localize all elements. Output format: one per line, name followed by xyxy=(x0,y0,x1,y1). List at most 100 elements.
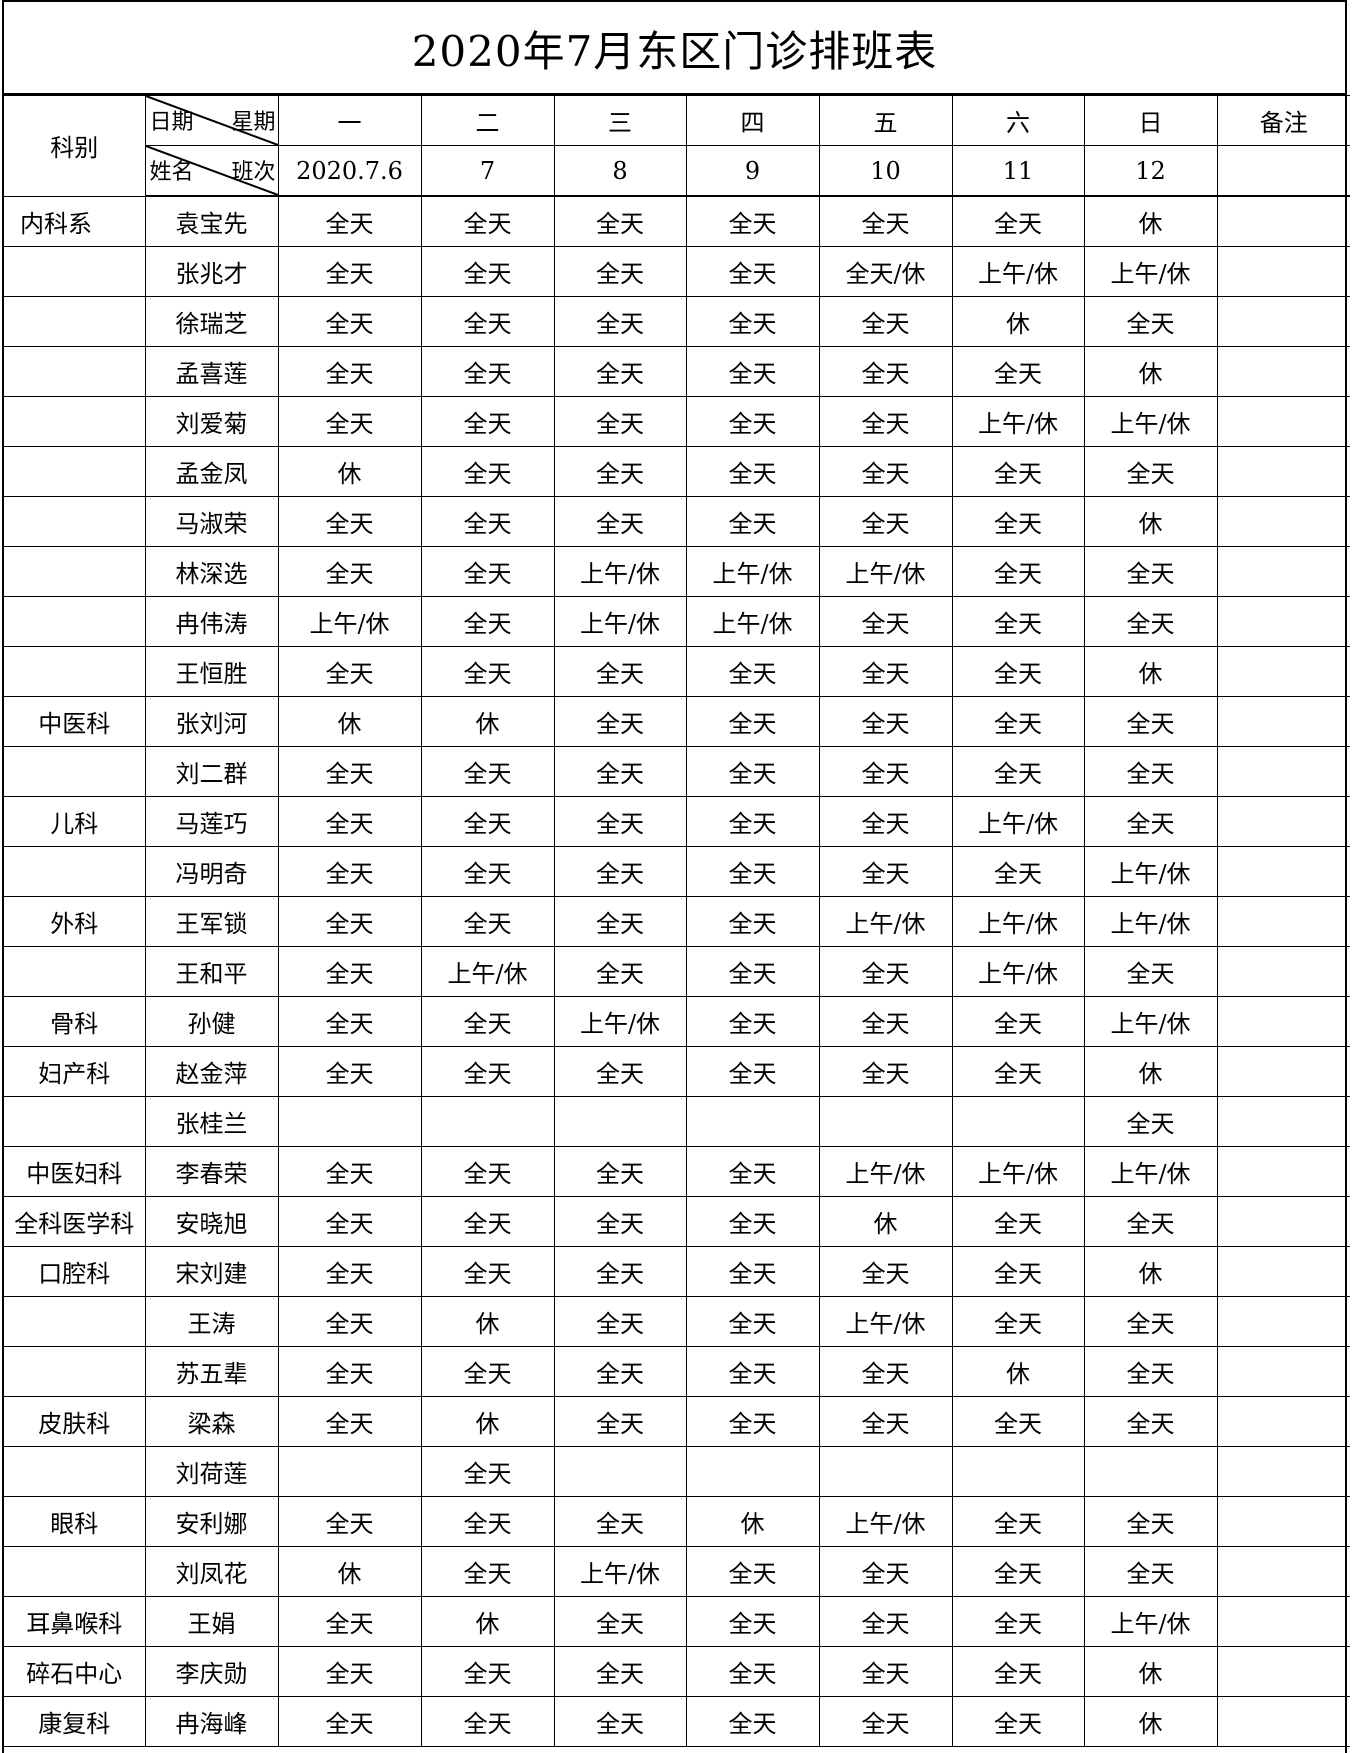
shift-cell: 全天 xyxy=(685,946,820,997)
shift-cell xyxy=(420,1096,555,1147)
weekday-cell: 四 xyxy=(685,95,820,146)
shift-cell xyxy=(685,1096,820,1147)
shift-cell: 全天 xyxy=(277,1596,422,1647)
shift-cell: 全天 xyxy=(818,746,953,797)
shift-cell: 全天 xyxy=(553,396,687,447)
shift-cell: 全天 xyxy=(1083,596,1218,647)
shift-cell: 全天 xyxy=(420,1546,555,1597)
shift-cell: 全天 xyxy=(553,246,687,297)
name-cell: 张刘河 xyxy=(144,696,279,747)
shift-cell xyxy=(553,1096,687,1147)
shift-cell: 全天 xyxy=(420,796,555,847)
shift-cell: 全天 xyxy=(951,546,1085,597)
name-cell: 孟喜莲 xyxy=(144,346,279,397)
shift-cell: 全天 xyxy=(685,1046,820,1097)
dept-cell: 外科 xyxy=(4,896,146,947)
shift-cell: 全天/休 xyxy=(818,246,953,297)
weekday-cell: 日 xyxy=(1083,95,1218,146)
dept-cell xyxy=(4,1096,146,1147)
shift-cell: 全天 xyxy=(685,996,820,1047)
remarks-cell xyxy=(1216,1146,1350,1197)
shift-cell: 全天 xyxy=(420,1696,555,1747)
shift-cell: 全天 xyxy=(685,1246,820,1297)
shift-cell: 全天 xyxy=(951,846,1085,897)
remarks-cell xyxy=(1216,946,1350,997)
shift-cell: 全天 xyxy=(818,1696,953,1747)
shift-cell: 全天 xyxy=(553,496,687,547)
shift-cell: 全天 xyxy=(1083,1496,1218,1547)
remarks-cell xyxy=(1216,696,1350,747)
shift-cell: 全天 xyxy=(951,696,1085,747)
name-cell: 张兆才 xyxy=(144,246,279,297)
shift-cell: 上午/休 xyxy=(1083,846,1218,897)
shift-cell: 全天 xyxy=(818,696,953,747)
shift-cell: 全天 xyxy=(553,846,687,897)
dept-cell xyxy=(4,646,146,697)
dept-cell xyxy=(4,346,146,397)
diagonal-line xyxy=(146,146,278,195)
table-row: 王和平 全天 上午/休 全天 全天 全天 上午/休 全天 xyxy=(4,946,1350,997)
dept-cell: 全科医学科 xyxy=(4,1196,146,1247)
shift-cell xyxy=(818,1446,953,1497)
table-row: 康复科 冉海峰 全天 全天 全天 全天 全天 全天休 xyxy=(4,1696,1350,1747)
shift-cell: 全天 xyxy=(277,746,422,797)
shift-cell: 全天 xyxy=(553,746,687,797)
table-row: 刘凤花休全天 上午/休 全天 全天 全天 全天 xyxy=(4,1546,1350,1597)
dept-cell: 耳鼻喉科 xyxy=(4,1596,146,1647)
name-cell: 林深选 xyxy=(144,546,279,597)
shift-cell: 全天 xyxy=(420,1146,555,1197)
shift-cell: 全天 xyxy=(277,1046,422,1097)
dept-cell xyxy=(4,296,146,347)
shift-cell: 全天 xyxy=(553,1596,687,1647)
shift-cell: 全天 xyxy=(818,996,953,1047)
shift-cell xyxy=(951,1096,1085,1147)
shift-cell: 全天 xyxy=(951,1596,1085,1647)
table-row: 王涛 全天休全天 全天 上午/休 全天 全天 xyxy=(4,1296,1350,1347)
shift-cell: 全天 xyxy=(685,346,820,397)
shift-cell: 全天 xyxy=(277,1146,422,1197)
shift-cell: 全天 xyxy=(951,195,1085,247)
remarks-cell xyxy=(1216,1246,1350,1297)
dept-cell: 碎石中心 xyxy=(4,1646,146,1697)
table-row: 孟金凤休全天 全天 全天 全天 全天 全天 xyxy=(4,446,1350,497)
name-cell: 张桂兰 xyxy=(144,1096,279,1147)
shift-cell xyxy=(951,1446,1085,1497)
table-row: 眼科 安利娜 全天 全天 全天休上午/休 全天 全天 xyxy=(4,1496,1350,1547)
shift-cell: 休 xyxy=(277,696,422,747)
shift-cell: 全天 xyxy=(420,546,555,597)
shift-cell: 全天 xyxy=(685,796,820,847)
shift-cell xyxy=(277,1446,422,1497)
name-cell: 刘凤花 xyxy=(144,1546,279,1597)
table-row: 内科系 袁宝先 全天 全天 全天 全天 全天 全天休 xyxy=(4,195,1350,247)
dept-cell: 骨科 xyxy=(4,996,146,1047)
shift-cell: 全天 xyxy=(1083,1296,1218,1347)
date-cell: 9 xyxy=(685,145,820,197)
table-row: 中医妇科 李春荣 全天 全天 全天 全天 上午/休 上午/休 上午/休 xyxy=(4,1146,1350,1197)
shift-cell: 上午/休 xyxy=(951,396,1085,447)
date-label: 日期 xyxy=(149,110,194,135)
shift-cell: 全天 xyxy=(818,346,953,397)
dept-cell xyxy=(4,496,146,547)
diagonal-header-name-shift: 姓名 班次 xyxy=(145,145,279,197)
table-row: 皮肤科 梁森 全天休全天 全天 全天 全天 全天 xyxy=(4,1396,1350,1447)
date-cell: 2020.7.6 xyxy=(277,145,422,197)
remarks-cell xyxy=(1216,796,1350,847)
table-row: 刘爱菊 全天 全天 全天 全天 全天 上午/休 上午/休 xyxy=(4,396,1350,447)
shift-cell: 全天 xyxy=(420,846,555,897)
remarks-cell xyxy=(1216,496,1350,547)
shift-cell: 上午/休 xyxy=(818,1496,953,1547)
remarks-cell xyxy=(1216,1296,1350,1347)
dept-cell: 中医科 xyxy=(4,696,146,747)
table-row: 苏五辈 全天 全天 全天 全天 全天休全天 xyxy=(4,1346,1350,1397)
shift-cell: 全天 xyxy=(420,746,555,797)
shift-cell: 全天 xyxy=(685,1146,820,1197)
name-cell: 王恒胜 xyxy=(144,646,279,697)
remarks-cell xyxy=(1216,195,1350,247)
shift-cell: 全天 xyxy=(420,1196,555,1247)
shift-label: 班次 xyxy=(231,160,276,185)
shift-cell: 上午/休 xyxy=(951,946,1085,997)
name-cell: 梁森 xyxy=(144,1396,279,1447)
shift-cell: 全天 xyxy=(685,1346,820,1397)
shift-cell: 全天 xyxy=(553,1146,687,1197)
